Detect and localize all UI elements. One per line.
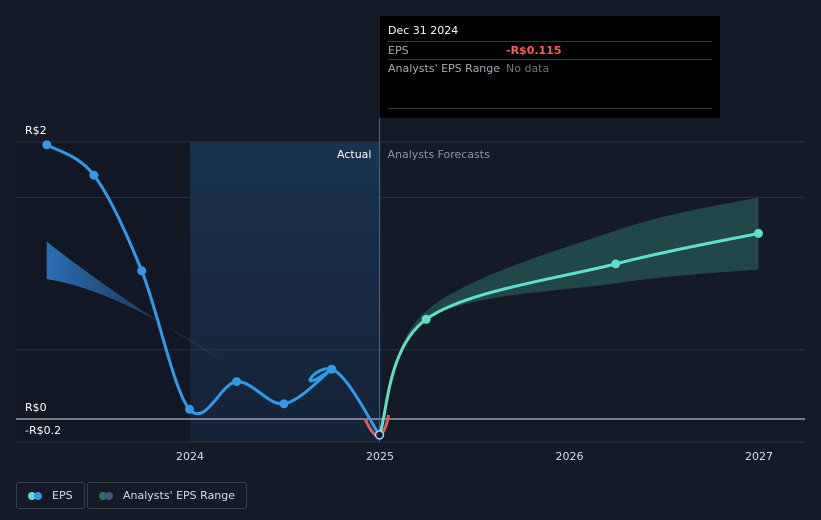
tooltip-range-label: Analysts' EPS Range	[388, 62, 501, 75]
tooltip-range-row: Analysts' EPS Range No data	[388, 59, 712, 77]
range-legend-icon	[99, 491, 115, 500]
tooltip-eps-value: -R$0.115	[506, 44, 562, 57]
tooltip-eps-row: EPS -R$0.115	[388, 41, 712, 59]
eps-point-highlighted	[374, 430, 385, 440]
eps-point	[279, 399, 289, 409]
y-tick-label: R$0	[25, 401, 47, 414]
eps-point	[137, 266, 147, 276]
eps-forecast-line	[377, 231, 760, 437]
forecast-point	[421, 314, 431, 324]
eps-point	[184, 404, 194, 414]
eps-point	[232, 377, 242, 387]
legend-eps[interactable]: EPS	[16, 482, 85, 509]
tooltip-eps-label: EPS	[388, 44, 409, 57]
y-tick-label: -R$0.2	[25, 424, 61, 437]
eps-point	[42, 140, 52, 150]
analysts-forecasts-label: Analysts Forecasts	[387, 148, 490, 161]
tooltip-divider	[388, 108, 712, 109]
tooltip: Dec 31 2024 EPS -R$0.115 Analysts' EPS R…	[380, 16, 720, 118]
analysts-eps-range-band	[380, 197, 759, 436]
y-tick-label: R$2	[25, 124, 47, 137]
x-tick-label: 2026	[555, 450, 583, 463]
legend-range-label: Analysts' EPS Range	[123, 489, 236, 502]
x-tick-label: 2024	[176, 450, 204, 463]
forecast-point	[611, 259, 621, 269]
tooltip-range-value: No data	[506, 62, 550, 75]
eps-legend-icon	[28, 491, 44, 500]
x-tick-label: 2025	[366, 450, 394, 463]
tooltip-date: Dec 31 2024	[388, 24, 459, 37]
eps-point	[327, 364, 337, 374]
x-tick-label: 2027	[745, 450, 773, 463]
legend-eps-label: EPS	[52, 489, 73, 502]
forecast-point	[753, 228, 763, 238]
legend-analysts-eps-range[interactable]: Analysts' EPS Range	[87, 482, 248, 509]
gridlines	[16, 141, 805, 443]
eps-point	[89, 170, 99, 180]
actual-label: Actual	[337, 148, 371, 161]
